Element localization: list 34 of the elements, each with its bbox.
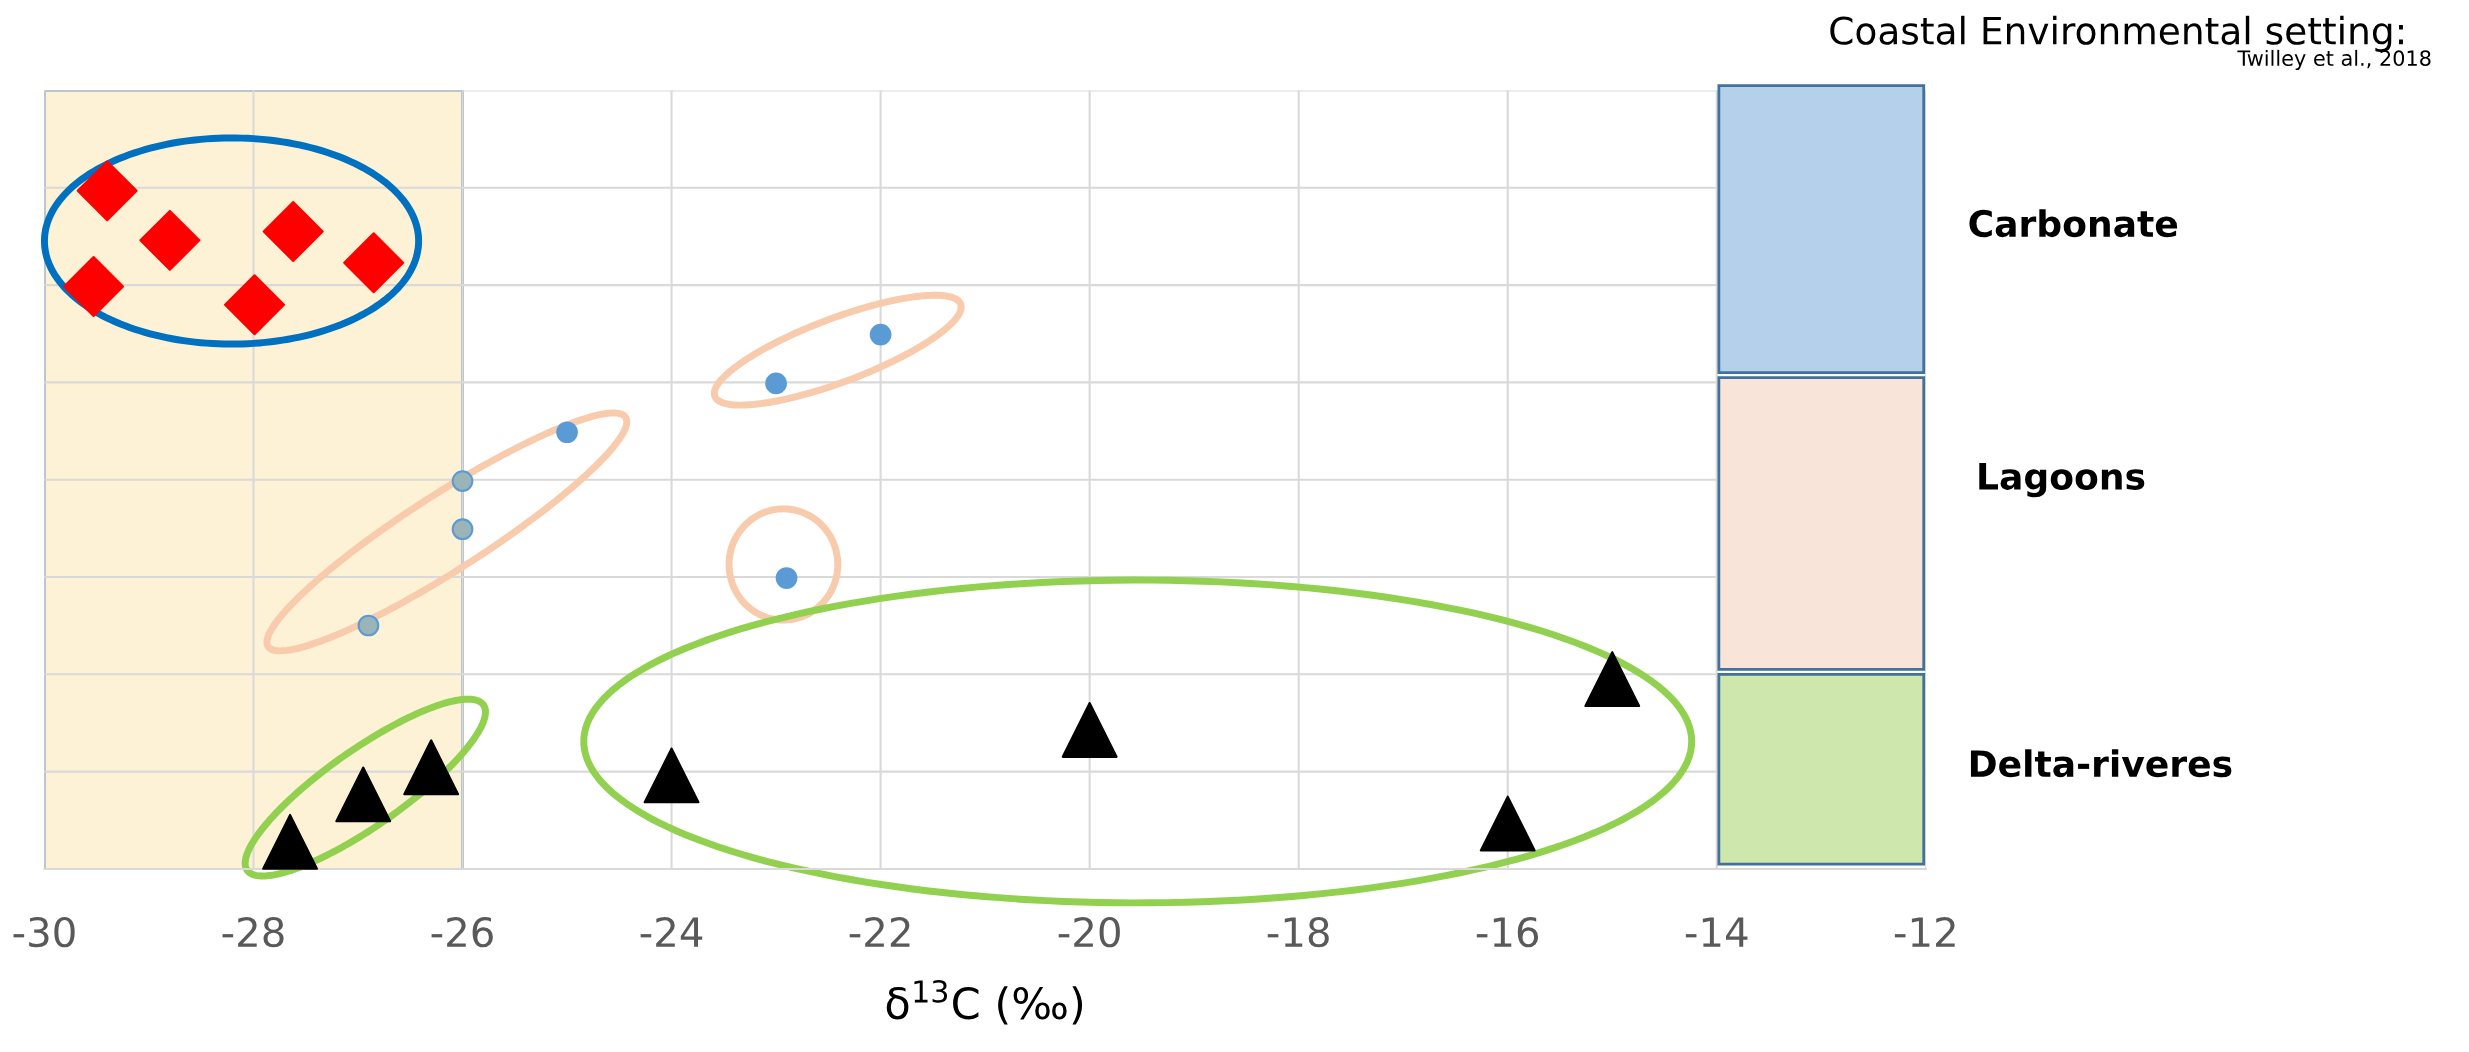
point [343,232,405,294]
point [139,209,201,271]
x-tick-label: -14 [1685,917,1748,947]
point [357,614,380,637]
text: Delta-riveres [1970,749,2232,778]
point [869,323,892,346]
x-tick-label: -24 [640,916,703,947]
x-tick-label: -26 [431,916,493,948]
x-tick-label: -28 [222,916,284,948]
point [1061,702,1118,758]
point [262,201,324,263]
x-tick-label: -18 [1267,916,1329,948]
x-tick-label: -12 [1894,916,1955,947]
x-tick-label: -20 [1058,916,1120,948]
point [1584,651,1641,708]
point [335,766,392,823]
point [775,567,798,589]
point [451,518,474,541]
point [224,274,286,336]
point [262,813,318,870]
point [451,470,474,492]
text: Lagoons [1979,463,2145,498]
text: Carbonate [1969,209,2178,238]
point [765,372,787,395]
x-tick-label: -30 [13,916,75,948]
point [403,739,460,796]
x-axis-title: δ$^{13}$C (‰) [886,980,1083,1025]
point [63,255,125,317]
point [1479,795,1536,852]
point [556,421,578,444]
x-tick-label: -22 [849,916,910,947]
x-tick-label: -16 [1476,916,1539,948]
point [76,160,138,222]
point [643,747,700,804]
